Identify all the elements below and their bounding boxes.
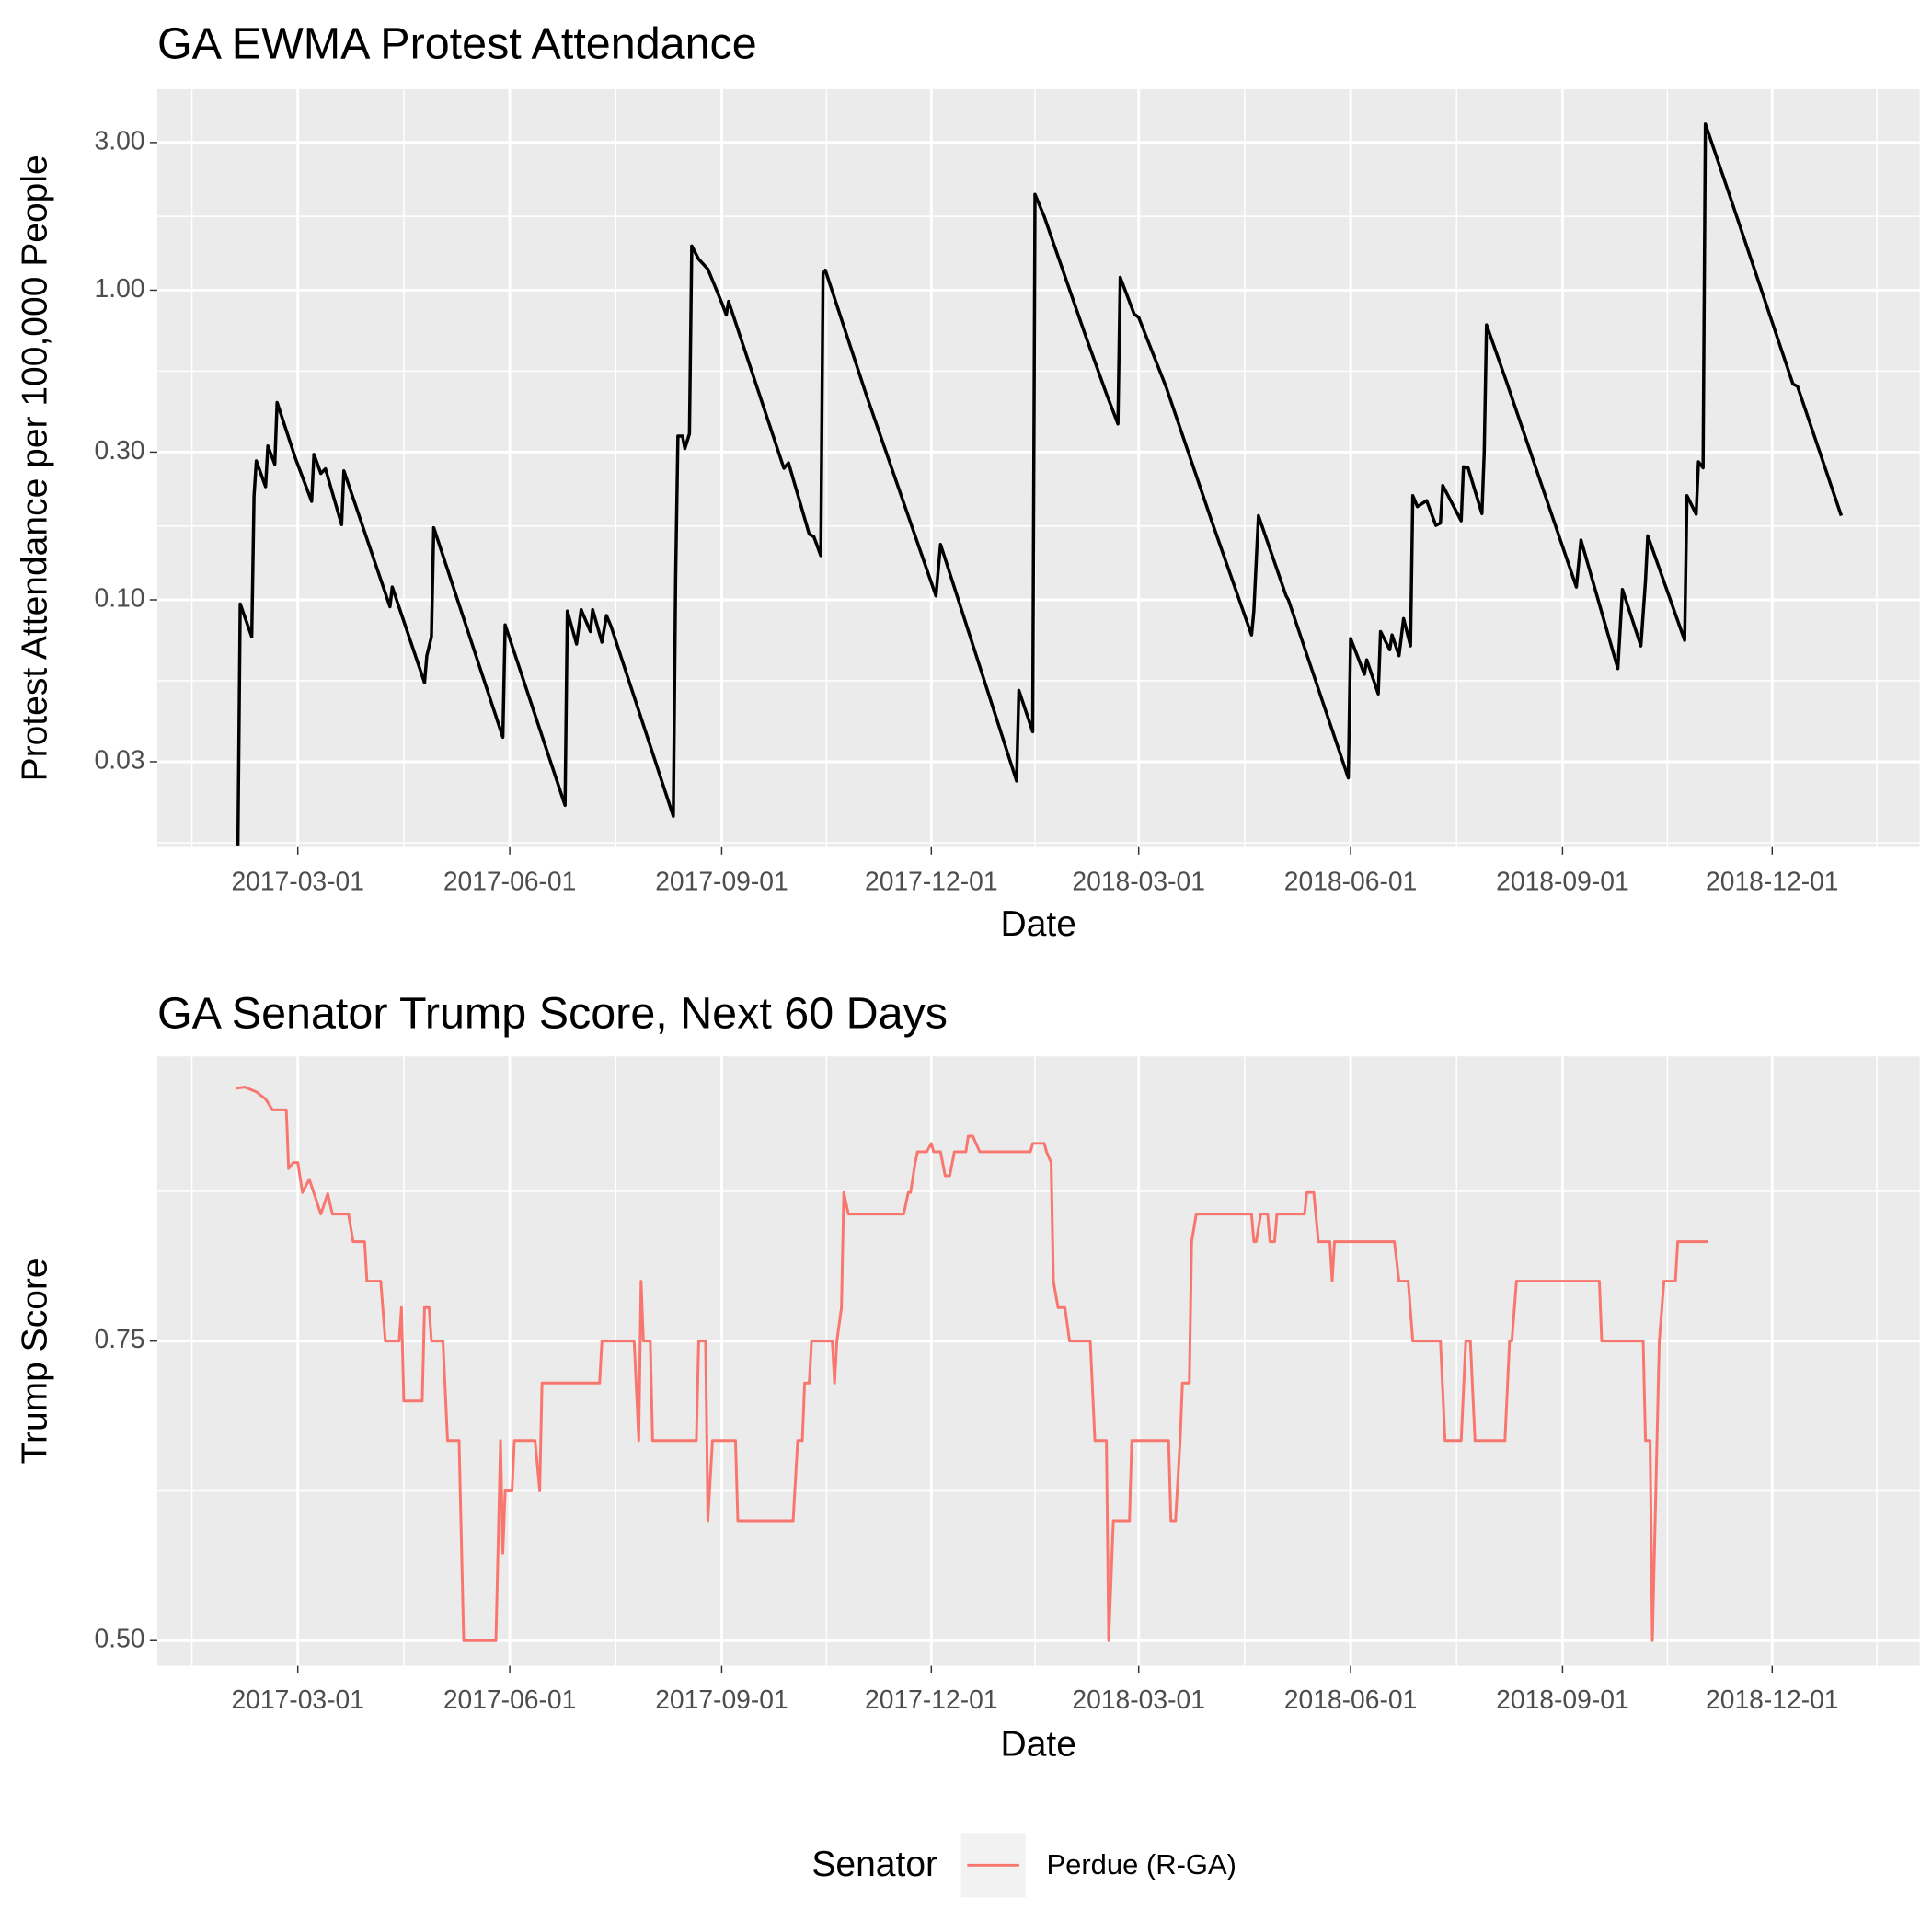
- y-tick-label: 0.50: [95, 1624, 145, 1653]
- x-tick-label: 2018-12-01: [1706, 866, 1839, 895]
- x-tick-label: 2017-12-01: [865, 1685, 998, 1714]
- y-tick-label: 3.00: [95, 125, 145, 155]
- x-tick-label: 2017-12-01: [865, 866, 998, 895]
- y-axis-title: Trump Score: [16, 1258, 55, 1464]
- panel: 2017-03-01 2017-06-01 2017-09-01 2017-12-01…: [16, 988, 1920, 1764]
- chart-title: GA Senator Trump Score, Next 60 Days: [157, 988, 948, 1038]
- x-axis-title: Date: [1001, 904, 1076, 944]
- y-tick-label: 1.00: [95, 273, 145, 303]
- x-tick-label: 2018-09-01: [1496, 1685, 1629, 1714]
- y-tick-label: 0.10: [95, 582, 145, 612]
- data-line: [235, 1086, 1708, 1642]
- legend-title: Senator: [811, 1845, 937, 1884]
- y-tick-label: 0.30: [95, 435, 145, 465]
- x-tick-label: 2017-06-01: [443, 1685, 577, 1714]
- legend-label: Perdue (R-GA): [1047, 1848, 1236, 1880]
- x-tick-label: 2018-03-01: [1072, 1685, 1205, 1714]
- x-tick-label: 2017-03-01: [231, 1685, 364, 1714]
- x-tick-label: 2018-06-01: [1284, 866, 1418, 895]
- y-tick-label: 0.03: [95, 744, 145, 774]
- x-tick-label: 2018-12-01: [1706, 1685, 1839, 1714]
- panel: 2017-03-01 2017-06-01 2017-09-01 2017-12-01…: [16, 18, 1920, 944]
- chart-title: GA EWMA Protest Attendance: [157, 18, 757, 68]
- x-axis-title: Date: [1001, 1724, 1076, 1764]
- x-tick-label: 2017-09-01: [655, 1685, 788, 1714]
- x-tick-label: 2017-06-01: [443, 866, 577, 895]
- plot-background: [156, 88, 1920, 847]
- x-tick-label: 2018-06-01: [1284, 1685, 1418, 1714]
- x-tick-label: 2017-03-01: [231, 866, 364, 895]
- x-tick-label: 2018-09-01: [1496, 866, 1629, 895]
- plot-background: [156, 1056, 1920, 1666]
- x-tick-label: 2018-03-01: [1072, 866, 1205, 895]
- y-tick-label: 0.75: [95, 1324, 145, 1353]
- y-axis-title: Protest Attendance per 100,000 People: [16, 155, 55, 781]
- legend: Senator Perdue (R-GA): [811, 1833, 1236, 1898]
- x-tick-label: 2017-09-01: [655, 866, 788, 895]
- data-line: [236, 122, 1844, 846]
